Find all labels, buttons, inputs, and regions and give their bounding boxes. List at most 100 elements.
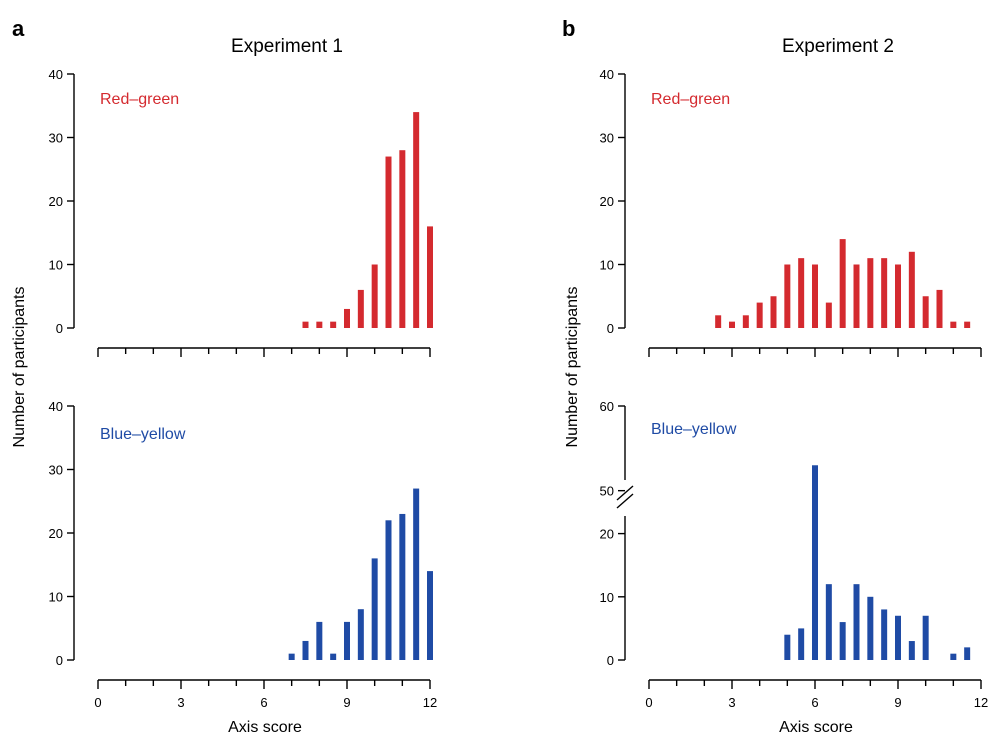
y-axis-label-b: Number of participants [564,287,581,448]
x-tick-label: 9 [894,695,901,710]
y-tick-label: 40 [600,67,614,82]
bar [344,621,350,660]
bar [853,264,860,328]
x-tick-label: 0 [645,695,652,710]
bar [936,289,943,328]
y-tick-label: 10 [49,590,63,605]
y-tick-label: 20 [49,526,63,541]
x-axis-label-a: Axis score [228,719,302,736]
bar [867,258,874,328]
y-tick-label: 20 [49,194,63,209]
bar [316,621,323,660]
x-tick-label: 6 [260,695,267,710]
panel-b-title: Experiment 2 [782,36,894,57]
bar [770,296,777,328]
bar [867,596,874,660]
bar [729,321,735,328]
y-tick-label: 10 [600,590,614,605]
bar [316,321,323,328]
bar [895,615,901,660]
bar [964,647,971,660]
x-tick-label: 3 [728,695,735,710]
y-tick-label: 40 [49,399,63,414]
series-label-a-blue-yellow: Blue–yellow [100,426,186,443]
bar [399,150,406,328]
y-axis-label-a: Number of participants [11,287,28,448]
y-tick-label: 10 [600,258,614,273]
y-tick-label: 0 [56,653,63,668]
y-tick-label: 40 [49,67,63,82]
panel-a-letter: a [12,16,25,41]
x-axis-label-b: Axis score [779,719,853,736]
bar [839,239,846,328]
subplot-2: 0 10 20 30 40 0 3 6 9 12 [49,399,438,710]
bar [798,258,805,328]
axis-break-mark [616,493,634,509]
bar [950,653,957,660]
bar [881,258,888,328]
bar [302,321,309,328]
panel-a-title: Experiment 1 [231,36,343,57]
y-tick-label: 30 [49,131,63,146]
bar [427,571,433,660]
bar [385,520,392,660]
bar [908,641,915,660]
bar [784,634,791,660]
bar [784,264,791,328]
y-tick-label: 20 [600,527,614,542]
subplot-1: 0 10 20 30 40 [49,67,433,357]
y-tick-label: 20 [600,194,614,209]
bar [288,653,295,660]
bar [371,264,378,328]
y-tick-label: 0 [56,321,63,336]
subplot-3: 0 10 20 30 40 [600,67,982,357]
bar [302,640,309,660]
bar [413,112,420,328]
bar [385,156,392,328]
x-tick-label: 0 [94,695,101,710]
bar [427,226,433,328]
bar [895,264,901,328]
bar [330,653,337,660]
bar [413,488,420,660]
bar [371,558,378,660]
bar [715,315,722,328]
bar [825,302,832,328]
panel-b-letter: b [562,16,575,41]
y-tick-label: 10 [49,258,63,273]
axis-break-mark [616,485,634,501]
series-label-b-red-green: Red–green [651,91,730,108]
bar [742,315,749,328]
x-tick-label: 3 [177,695,184,710]
bar [756,302,763,328]
bar [330,321,337,328]
y-tick-label: 30 [49,463,63,478]
y-tick-label: 60 [600,399,614,414]
bar [399,513,406,660]
y-tick-label: 30 [600,131,614,146]
bar [357,289,364,328]
bar [908,251,915,328]
bar [839,622,846,660]
bar [812,264,818,328]
series-label-a-red-green: Red–green [100,91,179,108]
y-tick-label: 50 [600,484,614,499]
bar [853,584,860,660]
bar [881,609,888,660]
x-tick-label: 12 [423,695,437,710]
bar [798,628,805,660]
bar [922,296,929,328]
x-tick-label: 12 [974,695,988,710]
y-tick-label: 0 [607,653,614,668]
x-tick-label: 6 [811,695,818,710]
bar [922,615,929,660]
bar [812,465,818,660]
bar [825,584,832,660]
bar [344,308,350,328]
x-tick-label: 9 [343,695,350,710]
series-label-b-blue-yellow: Blue–yellow [651,421,737,438]
y-tick-label: 0 [607,321,614,336]
bar [357,609,364,660]
